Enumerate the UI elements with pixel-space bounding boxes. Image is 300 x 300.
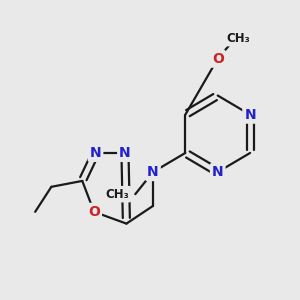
Text: O: O xyxy=(88,205,100,219)
Text: N: N xyxy=(119,146,131,160)
Text: N: N xyxy=(244,108,256,122)
Text: CH₃: CH₃ xyxy=(226,32,250,45)
Text: N: N xyxy=(147,165,159,179)
Text: N: N xyxy=(212,165,224,179)
Text: O: O xyxy=(212,52,224,66)
Text: CH₃: CH₃ xyxy=(106,188,129,201)
Text: N: N xyxy=(90,146,101,160)
